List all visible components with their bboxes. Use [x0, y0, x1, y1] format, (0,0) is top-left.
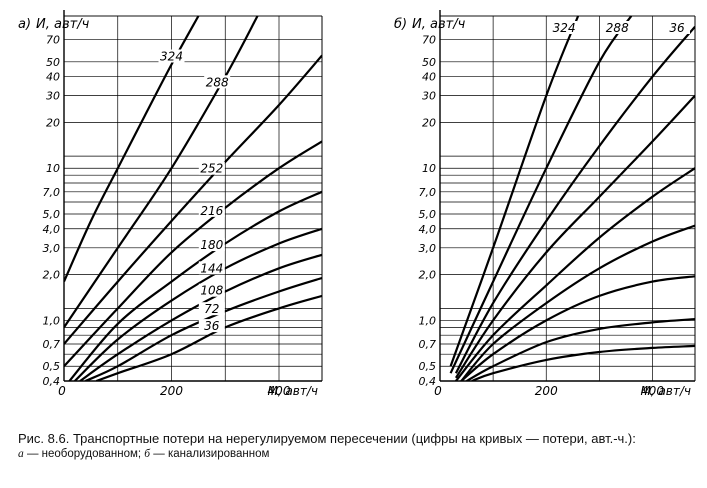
curve-72 [466, 318, 695, 381]
y-tick-label: 4,0 [419, 223, 437, 236]
x-tick-label: 200 [535, 384, 558, 398]
curve-label-180: 180 [200, 238, 223, 252]
y-tick-label: 7,0 [419, 186, 437, 199]
x-axis-label: M, авт/ч [640, 384, 691, 398]
curve-label-bg [604, 21, 631, 34]
curve-label-216: 216 [200, 204, 223, 218]
curve-324 [449, 15, 580, 367]
panel-label: б) [394, 17, 407, 32]
curve-36 [95, 294, 322, 381]
panel-label: а) [18, 17, 31, 32]
y-tick-label: 5,0 [43, 208, 61, 221]
x-tick-label: 400 [641, 384, 664, 398]
y-tick-label: 0,5 [43, 360, 61, 373]
curve-label-bg [198, 261, 225, 275]
figure-panels: 0,4 0,5 0,7 1,0 2,0 3,0 4,0 5,0 7,0 10 20 30 40 50 70 0… [18, 10, 696, 398]
y-tick-label: 0,4 [43, 375, 61, 388]
y-tick-label: 40 [46, 71, 60, 84]
caption-b-text: — канализированном [150, 448, 270, 460]
curve-label-bg [198, 161, 225, 175]
caption-a-text: — необорудованном; [23, 448, 145, 460]
y-tick-label: 0,7 [419, 338, 437, 351]
y-tick-label: 20 [422, 116, 436, 129]
y-tick-label: 70 [422, 34, 436, 47]
curve-144 [74, 227, 322, 381]
y-tick-label: 0,5 [419, 360, 437, 373]
curve-label-bg [198, 238, 225, 252]
curve-36 [471, 344, 695, 381]
curve-label-324: 324 [160, 50, 183, 64]
y-tick-label: 20 [46, 116, 60, 129]
curve-label-bg [664, 21, 690, 34]
y-tick-label: 1,0 [419, 314, 437, 327]
caption-legend: а — необорудованном; б — канализированно… [18, 447, 698, 462]
curve-label-bg [198, 319, 225, 333]
curve-label-72: 72 [204, 302, 219, 316]
curve-label-36: 36 [669, 21, 685, 35]
x-axis-label: M, авт/ч [267, 384, 318, 398]
y-tick-label: 40 [422, 71, 436, 84]
figure-caption: Рис. 8.6. Транспортные потери на нерегул… [18, 431, 698, 462]
y-tick-label: 0,4 [419, 375, 437, 388]
curve-label-bg [198, 283, 225, 297]
y-tick-label: 50 [46, 56, 60, 69]
y-tick-label: 3,0 [419, 242, 437, 255]
y-tick-label: 4,0 [43, 223, 61, 236]
curve-252 [454, 25, 695, 374]
y-axis-label: И, авт/ч [412, 17, 466, 32]
caption-a-letter: а [18, 448, 24, 460]
curve-label-bg [204, 75, 231, 89]
y-tick-label: 1,0 [43, 314, 61, 327]
x-tick-label: 0 [58, 384, 66, 398]
curve-144 [460, 224, 695, 381]
panel-a-no-equipment: 0,4 0,5 0,7 1,0 2,0 3,0 4,0 5,0 7,0 10 20 30 40 50 70 0… [18, 10, 323, 398]
curve-label-108: 108 [200, 284, 223, 298]
x-tick-label: 0 [434, 384, 442, 398]
y-tick-label: 0,7 [43, 338, 61, 351]
curve-108 [460, 275, 695, 381]
panel-b-channelized: 0,4 0,5 0,7 1,0 2,0 3,0 4,0 5,0 7,0 10 20 30 40 50 70 0… [394, 10, 696, 398]
curve-label-288: 288 [606, 21, 629, 35]
x-tick-label: 200 [160, 384, 183, 398]
curve-216 [454, 94, 695, 379]
y-tick-label: 10 [46, 162, 60, 175]
curve-252 [64, 54, 322, 345]
y-tick-label: 30 [46, 90, 60, 103]
curve-label-bg [158, 49, 185, 63]
curve-label-bg [198, 302, 225, 316]
y-axis-label: И, авт/ч [36, 17, 90, 32]
curve-label-144: 144 [200, 261, 223, 275]
y-tick-label: 3,0 [43, 242, 61, 255]
y-tick-label: 30 [422, 90, 436, 103]
y-tick-label: 10 [422, 162, 436, 175]
curve-label-288: 288 [206, 75, 229, 89]
curve-label-bg [198, 203, 225, 217]
curve-216 [64, 140, 322, 367]
caption-main: Рис. 8.6. Транспортные потери на нерегул… [18, 431, 636, 446]
curve-108 [79, 253, 322, 381]
caption-b-letter: б [144, 448, 151, 460]
y-tick-label: 7,0 [43, 186, 61, 199]
y-tick-label: 5,0 [419, 208, 437, 221]
curve-label-324: 324 [553, 21, 576, 35]
curve-label-252: 252 [200, 162, 223, 176]
y-tick-label: 2,0 [419, 269, 437, 282]
y-tick-label: 70 [46, 34, 60, 47]
curve-180 [68, 190, 322, 381]
x-tick-label: 400 [268, 384, 291, 398]
curve-288 [64, 15, 259, 329]
curve-72 [85, 276, 322, 381]
curve-label-36: 36 [204, 319, 220, 333]
y-tick-label: 2,0 [43, 269, 61, 282]
curve-288 [449, 15, 633, 374]
curve-label-bg [551, 21, 578, 34]
y-tick-label: 50 [422, 56, 436, 69]
curve-180 [455, 167, 695, 381]
